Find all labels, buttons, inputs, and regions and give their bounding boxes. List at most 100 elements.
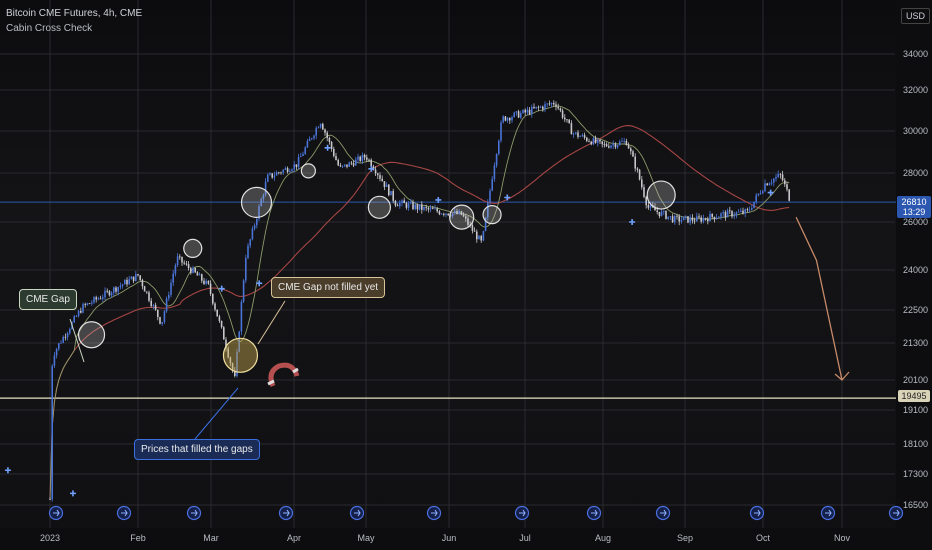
time-tick-label: Sep [677, 533, 693, 543]
candle-body [555, 104, 557, 107]
candle-body [414, 204, 416, 209]
candle-body [262, 194, 265, 200]
candle-body [627, 145, 630, 149]
price-axis: 34000 32000 30000 28000 26000 24000 22500 21300… [896, 0, 932, 528]
candle-body [194, 268, 196, 273]
candle-body [572, 133, 575, 135]
candle-body [115, 287, 117, 292]
candle-body [187, 264, 190, 269]
candle-body [737, 211, 740, 213]
magnet-body [268, 362, 300, 387]
candle-body [451, 213, 454, 217]
candle-body [768, 183, 771, 186]
candle-body [80, 311, 82, 313]
candle-body [762, 191, 764, 194]
candle-body [691, 217, 694, 221]
candle-body [308, 138, 311, 142]
candle-body [53, 355, 56, 366]
candle-body [786, 184, 788, 190]
candle-body [247, 245, 249, 259]
candle-body [759, 193, 762, 195]
candle-body [482, 230, 485, 241]
candle-body [647, 205, 650, 208]
cross-marker [4, 467, 11, 474]
candle-body [480, 235, 482, 241]
candle-body [286, 168, 289, 172]
event-icon [820, 505, 836, 521]
candle-body [621, 141, 623, 143]
candle-body [608, 146, 610, 148]
candle-body [454, 211, 456, 214]
candle-body [282, 169, 284, 173]
candle-body [740, 210, 742, 212]
gap-circle [77, 321, 106, 349]
candle-body [696, 216, 698, 222]
candle-body [124, 279, 126, 285]
candle-body [504, 116, 507, 121]
candle-body [427, 207, 430, 210]
candle-body [344, 164, 346, 166]
candle-body [135, 274, 137, 282]
candle-body [60, 342, 62, 344]
time-tick-label: May [357, 533, 375, 543]
candle-body [137, 274, 139, 276]
candle-body [484, 217, 487, 231]
candle-body [773, 178, 775, 183]
candle-body [434, 208, 436, 210]
candle-body [487, 202, 489, 218]
candle-body [539, 106, 542, 108]
candle-body [520, 113, 522, 118]
candle-body [711, 213, 713, 217]
candle-body [350, 162, 353, 164]
currency-label[interactable]: USD [901, 8, 931, 24]
last-price-tag: 26810 13:29 [897, 196, 931, 218]
candle-body [546, 103, 548, 105]
candle-body [152, 305, 155, 306]
candle-body [64, 336, 67, 338]
candle-body [491, 179, 493, 191]
time-tick-label: 2023 [40, 533, 60, 543]
candle-body [379, 175, 381, 179]
candle-body [361, 154, 364, 161]
candle-body [456, 211, 458, 214]
candle-body [341, 165, 344, 167]
event-icon [888, 505, 904, 521]
callout-connectors [69, 300, 286, 440]
candle-body [359, 156, 361, 161]
candle-body [502, 116, 504, 123]
candle-body [748, 209, 751, 211]
candle-body [126, 279, 128, 285]
candle-body [198, 274, 201, 276]
candle-body [401, 200, 403, 203]
event-icon [278, 505, 294, 521]
candle-body [770, 182, 773, 184]
candle-body [82, 304, 84, 313]
price-tick-label: 16500 [903, 500, 928, 510]
candle-body [392, 191, 394, 201]
candle-body [377, 173, 379, 176]
candle-body [121, 284, 124, 286]
candle-body [495, 153, 498, 166]
candle-body [234, 370, 236, 376]
candle-body [242, 280, 245, 302]
candle-body [460, 211, 463, 215]
candle-body [374, 169, 377, 174]
candle-body [599, 139, 601, 142]
event-icon-arrow [754, 509, 761, 517]
candle-body [630, 148, 632, 152]
candle-body [245, 258, 247, 281]
connector-cme-gap [69, 318, 85, 363]
candle-body [190, 268, 192, 273]
candle-body [306, 141, 309, 148]
event-icon [514, 505, 530, 521]
candle-body [163, 311, 166, 322]
candle-body [108, 291, 111, 296]
candle-body [638, 169, 641, 180]
event-icon [186, 505, 202, 521]
time-tick-label: Jun [442, 533, 457, 543]
time-tick-label: Oct [756, 533, 771, 543]
candle-body [445, 213, 447, 215]
candle-body [566, 119, 568, 121]
candle-body [119, 285, 122, 288]
